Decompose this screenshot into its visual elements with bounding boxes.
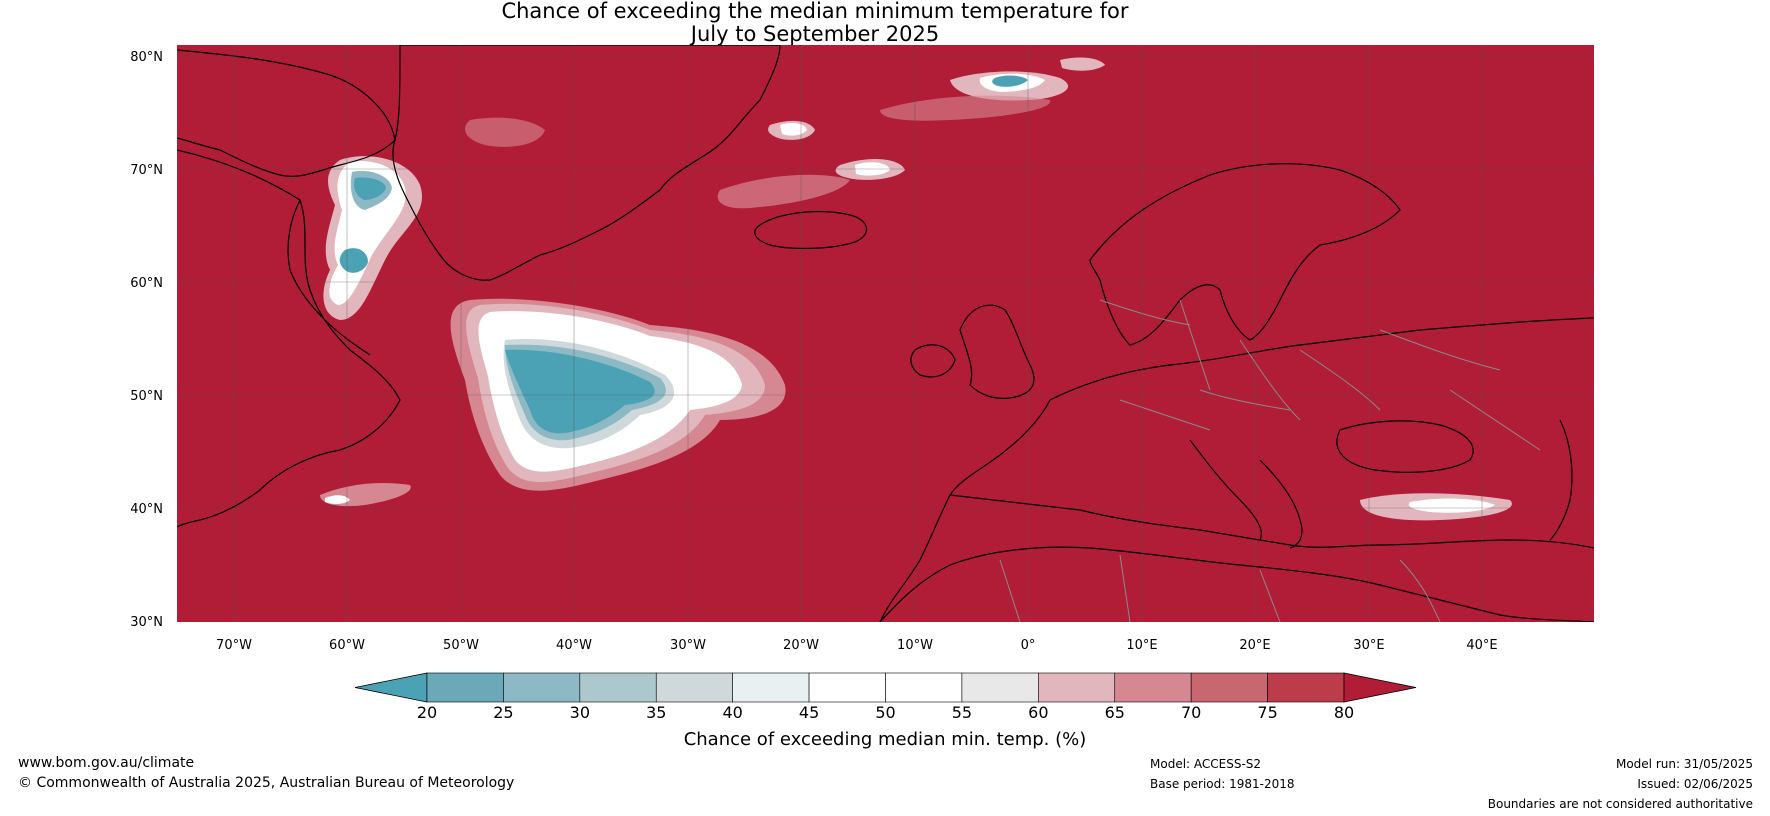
- cool-anomaly-atlantic: [450, 298, 786, 491]
- lon-label: 10°E: [1126, 638, 1157, 653]
- copyright-text: © Commonwealth of Australia 2025, Austra…: [18, 775, 515, 791]
- colorbar-segment: [1038, 672, 1116, 703]
- boundaries-text: Boundaries are not considered authoritat…: [1487, 797, 1753, 811]
- lon-label: 20°W: [783, 638, 819, 653]
- cool-anomaly-greenland-sea: [465, 57, 1105, 209]
- lon-label: 30°W: [670, 638, 706, 653]
- lon-label: 50°W: [443, 638, 479, 653]
- issued-text: Issued: 02/06/2025: [1637, 777, 1753, 791]
- graticule: [177, 45, 1594, 622]
- lat-label: 60°N: [130, 276, 163, 291]
- colorbar-tick-label: 65: [1105, 703, 1125, 722]
- longitude-labels: 70°W 60°W 50°W 40°W 30°W 20°W 10°W 0° 10…: [216, 638, 1498, 653]
- colorbar-tick-label: 60: [1028, 703, 1048, 722]
- colorbar-segment: [1114, 672, 1192, 703]
- colorbar-segment: [732, 672, 810, 703]
- coastlines: [177, 45, 1594, 622]
- colorbar-segment: [961, 672, 1039, 703]
- lon-label: 60°W: [329, 638, 365, 653]
- lon-label: 10°W: [897, 638, 933, 653]
- lon-label: 0°: [1021, 638, 1036, 653]
- colorbar-segment: [426, 672, 504, 703]
- colorbar: 20 25 30 35 40 45 50 55 60 65 70 75 80: [354, 672, 1417, 722]
- lon-label: 40°W: [556, 638, 592, 653]
- colorbar-tick-label: 80: [1334, 703, 1354, 722]
- colorbar-tick-label: 55: [952, 703, 972, 722]
- model-text: Model: ACCESS-S2: [1150, 757, 1262, 771]
- lon-label: 30°E: [1353, 638, 1384, 653]
- cool-anomaly-caspian: [320, 483, 1512, 521]
- colorbar-segment: [885, 672, 963, 703]
- colorbar-segment: [579, 672, 657, 703]
- colorbar-tick-label: 75: [1257, 703, 1277, 722]
- lon-label: 20°E: [1239, 638, 1270, 653]
- colorbar-segment: [503, 672, 581, 703]
- base-period-text: Base period: 1981-2018: [1150, 777, 1295, 791]
- colorbar-tick-label: 40: [722, 703, 742, 722]
- colorbar-extend-low: [354, 672, 428, 703]
- colorbar-segment: [1267, 672, 1345, 703]
- lon-label: 70°W: [216, 638, 252, 653]
- colorbar-segment: [655, 672, 733, 703]
- model-run-text: Model run: 31/05/2025: [1615, 757, 1753, 771]
- latitude-labels: 80°N 70°N 60°N 50°N 40°N 30°N: [130, 50, 163, 630]
- colorbar-label: Chance of exceeding median min. temp. (%…: [684, 729, 1087, 750]
- country-borders: [999, 299, 1541, 622]
- colorbar-tick-label: 35: [646, 703, 666, 722]
- colorbar-tick-label: 25: [493, 703, 513, 722]
- lat-label: 50°N: [130, 389, 163, 404]
- colorbar-tick-label: 45: [799, 703, 819, 722]
- map-subtitle: July to September 2025: [690, 22, 940, 46]
- lat-label: 80°N: [130, 50, 163, 65]
- colorbar-tick-label: 70: [1181, 703, 1201, 722]
- colorbar-segment: [1190, 672, 1268, 703]
- colorbar-tick-label: 30: [570, 703, 590, 722]
- map-title: Chance of exceeding the median minimum t…: [501, 0, 1129, 23]
- colorbar-segment: [808, 672, 886, 703]
- lat-label: 40°N: [130, 502, 163, 517]
- colorbar-tick-label: 50: [875, 703, 895, 722]
- colorbar-tick-label: 20: [417, 703, 437, 722]
- lat-label: 30°N: [130, 615, 163, 630]
- lon-label: 40°E: [1466, 638, 1497, 653]
- lat-label: 70°N: [130, 163, 163, 178]
- colorbar-extend-high: [1343, 672, 1417, 703]
- cool-anomaly-labrador: [323, 156, 422, 320]
- map-background: [177, 45, 1594, 622]
- website-text: www.bom.gov.au/climate: [18, 755, 195, 771]
